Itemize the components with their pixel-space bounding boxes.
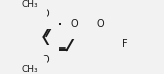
Text: F: F — [122, 39, 128, 49]
Text: F: F — [124, 31, 130, 41]
Text: CH₃: CH₃ — [22, 0, 38, 9]
Text: O: O — [42, 55, 50, 65]
Text: O: O — [96, 19, 104, 29]
Text: O: O — [71, 19, 78, 29]
Text: F: F — [122, 24, 128, 34]
Text: O: O — [42, 9, 50, 19]
Text: CH₃: CH₃ — [22, 65, 38, 74]
